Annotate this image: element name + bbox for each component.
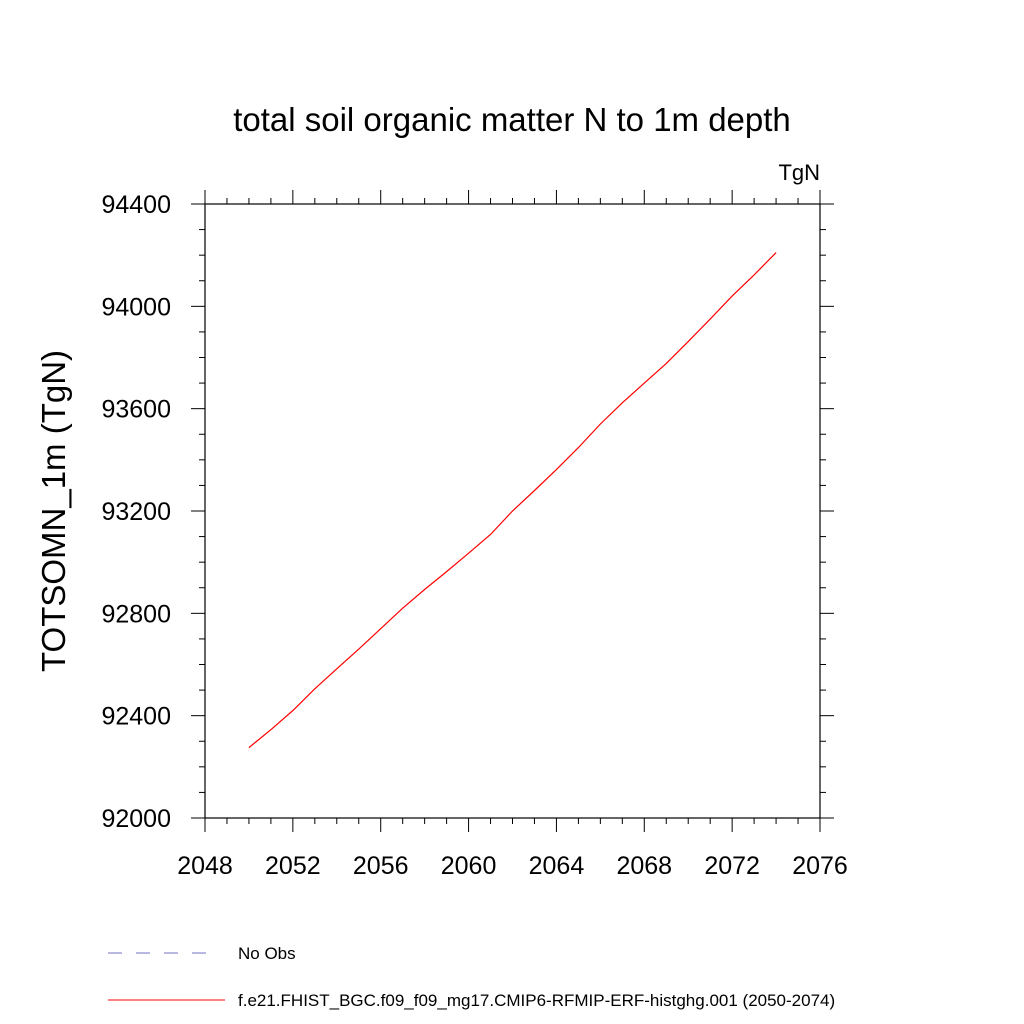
series-line (248, 252, 777, 749)
axis-tick-labels: 2048 2052 2056 2060 2064 2068 2072 2076 92000 924… (101, 191, 847, 880)
units-label: TgN (778, 160, 820, 185)
x-tick-label: 2048 (177, 852, 233, 880)
y-axis-label: TOTSOMN_1m (TgN) (35, 350, 72, 672)
axis-ticks (191, 190, 834, 832)
y-tick-label: 94400 (101, 191, 171, 219)
x-tick-label: 2064 (529, 852, 585, 880)
y-tick-label: 92000 (101, 805, 171, 833)
y-tick-label: 92400 (101, 703, 171, 731)
series-layer (248, 252, 777, 749)
x-tick-label: 2068 (616, 852, 672, 880)
x-tick-label: 2052 (265, 852, 321, 880)
chart-title: total soil organic matter N to 1m depth (233, 101, 791, 138)
x-tick-label: 2076 (792, 852, 848, 880)
legend-label: f.e21.FHIST_BGC.f09_f09_mg17.CMIP6-RFMIP… (238, 991, 835, 1010)
x-tick-label: 2060 (441, 852, 497, 880)
x-tick-label: 2072 (704, 852, 760, 880)
legend: No Obs f.e21.FHIST_BGC.f09_f09_mg17.CMIP6… (108, 944, 835, 1010)
y-tick-label: 93200 (101, 498, 171, 526)
x-tick-label: 2056 (353, 852, 409, 880)
legend-label: No Obs (238, 944, 296, 963)
y-tick-label: 93600 (101, 396, 171, 424)
y-tick-label: 92800 (101, 600, 171, 628)
y-tick-label: 94000 (101, 293, 171, 321)
